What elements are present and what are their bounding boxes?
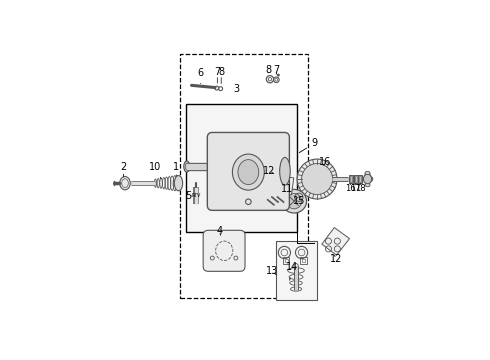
Ellipse shape [287, 194, 302, 209]
Text: 1: 1 [172, 162, 179, 176]
Polygon shape [322, 228, 349, 255]
Text: 18: 18 [355, 184, 366, 193]
Ellipse shape [364, 174, 372, 184]
Bar [358, 175, 362, 183]
FancyBboxPatch shape [203, 230, 245, 271]
Bar [354, 175, 358, 183]
Text: 17: 17 [350, 184, 361, 193]
Ellipse shape [184, 161, 190, 172]
Ellipse shape [282, 189, 307, 213]
Text: 4: 4 [216, 226, 222, 236]
Bar [302, 259, 305, 262]
Bar [180, 54, 308, 298]
Text: 11: 11 [280, 184, 293, 194]
Bar [300, 257, 307, 264]
Ellipse shape [120, 176, 130, 190]
Text: 13: 13 [266, 266, 278, 276]
Bar [207, 163, 212, 170]
Circle shape [301, 163, 333, 194]
Bar [285, 259, 288, 262]
Text: 6: 6 [197, 68, 204, 84]
Circle shape [297, 159, 337, 199]
Ellipse shape [174, 176, 183, 191]
Ellipse shape [232, 154, 264, 190]
Text: 7: 7 [214, 67, 220, 77]
Bar [349, 176, 352, 182]
Bar [186, 104, 297, 232]
Text: 8: 8 [219, 67, 224, 77]
Text: 12: 12 [263, 166, 275, 176]
Text: 14: 14 [286, 262, 298, 280]
Text: 8: 8 [265, 64, 271, 75]
Bar [359, 176, 362, 182]
Circle shape [277, 74, 279, 76]
Ellipse shape [365, 172, 370, 180]
Bar [355, 176, 357, 182]
Ellipse shape [365, 176, 373, 182]
Bar [283, 257, 290, 264]
Text: 12: 12 [330, 254, 343, 264]
Ellipse shape [365, 184, 370, 187]
Text: RTV: RTV [192, 193, 201, 198]
Ellipse shape [365, 171, 370, 175]
Text: 5: 5 [186, 191, 192, 201]
Text: 3: 3 [234, 84, 240, 94]
Ellipse shape [280, 157, 290, 185]
Text: 10: 10 [149, 162, 162, 179]
Text: 9: 9 [299, 138, 318, 153]
Bar [273, 175, 294, 195]
Bar [349, 175, 353, 183]
Bar [276, 242, 317, 300]
FancyBboxPatch shape [207, 132, 290, 210]
Text: 15: 15 [293, 196, 305, 206]
Ellipse shape [238, 159, 259, 185]
Text: 16: 16 [345, 184, 356, 193]
Text: 2: 2 [121, 162, 127, 176]
Text: 7: 7 [273, 64, 279, 75]
Text: 16: 16 [319, 157, 332, 167]
